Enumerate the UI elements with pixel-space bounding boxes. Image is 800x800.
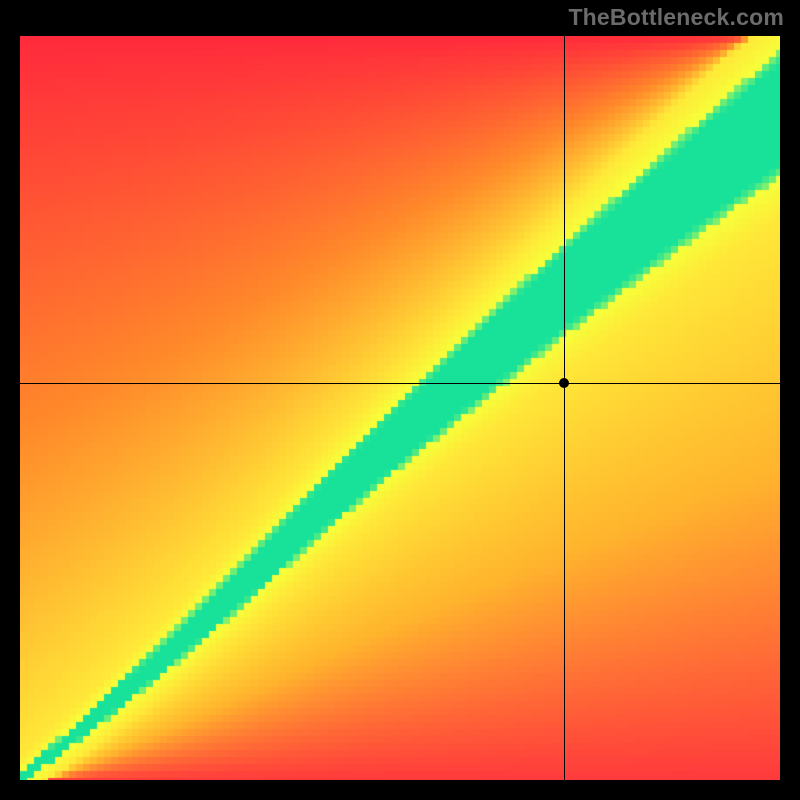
chart-frame: TheBottleneck.com — [0, 0, 800, 800]
crosshair-marker[interactable] — [559, 378, 569, 388]
heatmap-canvas — [20, 36, 780, 780]
watermark-text: TheBottleneck.com — [568, 4, 784, 31]
crosshair-horizontal — [20, 383, 780, 384]
plot-area — [20, 36, 780, 780]
crosshair-vertical — [564, 36, 565, 780]
